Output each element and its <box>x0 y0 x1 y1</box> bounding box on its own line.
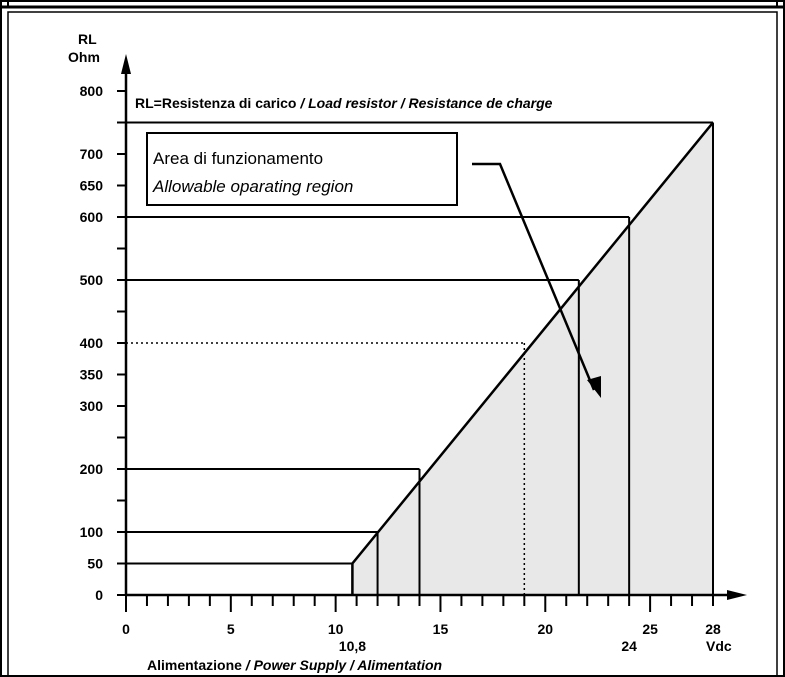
chart-title-italic: / Load resistor / Resistance de charge <box>299 95 552 111</box>
y-tick-label: 50 <box>87 556 103 572</box>
y-tick-label: 400 <box>80 335 104 351</box>
y-axis-ticks: 0 50 100 200 300 350 400 500 600 650 700 800 <box>80 83 126 603</box>
reference-lines <box>126 121 714 595</box>
y-tick-label: 500 <box>80 272 104 288</box>
y-tick-label: 350 <box>80 367 104 383</box>
y-axis-label-rl: RL <box>78 31 97 47</box>
x-axis-arrowhead <box>727 590 747 600</box>
y-tick-label: 200 <box>80 461 104 477</box>
x-tick-label-low: 10,8 <box>339 638 366 654</box>
y-tick-label: 600 <box>80 209 104 225</box>
x-tick-label: 5 <box>227 621 235 637</box>
y-axis-label-ohm: Ohm <box>68 49 100 65</box>
chart-title: RL=Resistenza di carico / Load resistor … <box>135 95 553 111</box>
x-tick-label: 0 <box>122 621 130 637</box>
y-tick-label: 300 <box>80 398 104 414</box>
axes <box>121 54 747 600</box>
region-boundary-line <box>351 121 714 595</box>
inner-frame <box>7 11 778 677</box>
pointer-arrow-head <box>587 376 601 398</box>
region-label-box <box>146 132 458 206</box>
pointer-arrow-line <box>472 162 596 391</box>
x-axis-title-regular: Alimentazione <box>147 657 246 673</box>
y-tick-label: 100 <box>80 524 104 540</box>
region-label-line2: Allowable oparating region <box>152 177 353 196</box>
operating-region-fill <box>352 122 713 595</box>
chart-title-regular: RL=Resistenza di carico <box>135 95 300 111</box>
x-tick-label-low: 24 <box>621 638 637 654</box>
x-axis-title-italic: / Power Supply / Alimentation <box>245 657 442 673</box>
x-tick-label: 20 <box>537 621 553 637</box>
y-tick-label: 650 <box>80 178 104 194</box>
y-axis-arrowhead <box>121 54 131 74</box>
x-tick-label: 15 <box>433 621 449 637</box>
x-tick-label: 25 <box>642 621 658 637</box>
region-label-line1: Area di funzionamento <box>153 149 323 168</box>
x-axis-title: Alimentazione / Power Supply / Alimentat… <box>147 657 442 673</box>
y-tick-label: 800 <box>80 83 104 99</box>
y-tick-label: 0 <box>95 587 103 603</box>
x-axis-unit: Vdc <box>706 638 732 654</box>
x-tick-label: 28 <box>705 621 721 637</box>
x-tick-label: 10 <box>328 621 344 637</box>
x-axis-ticks: 0 5 10 15 20 25 28 10,8 24 <box>122 595 721 654</box>
y-tick-label: 700 <box>80 146 104 162</box>
